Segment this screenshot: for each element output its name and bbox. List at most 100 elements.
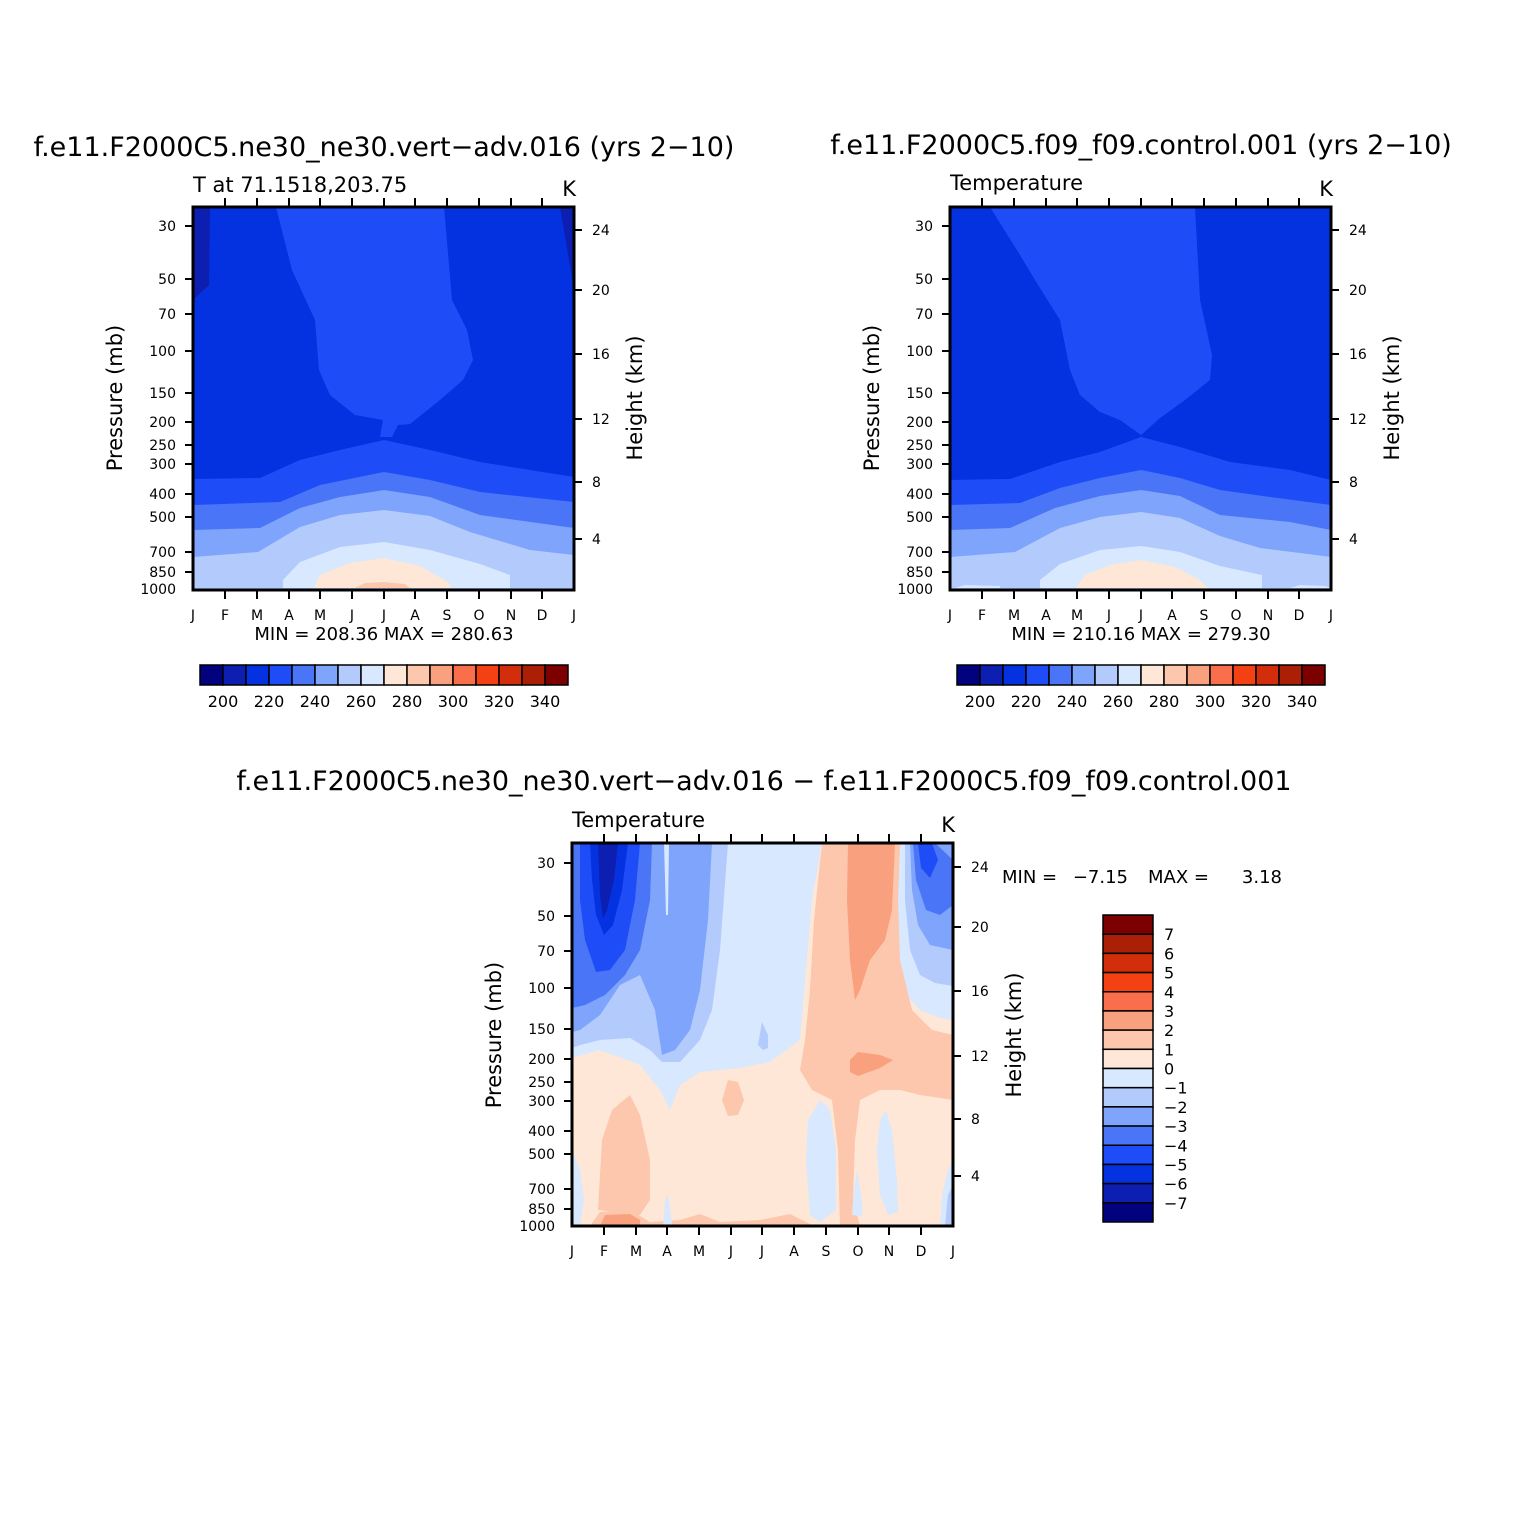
y-tick-label: 250 bbox=[149, 438, 176, 454]
contour-fill-minus-2-dec-low bbox=[945, 1185, 953, 1226]
colorbar-label: 3 bbox=[1164, 1002, 1174, 1021]
panel-2-units: K bbox=[1319, 177, 1334, 201]
x-tick-label: D bbox=[537, 608, 548, 624]
y-tick-label: 250 bbox=[528, 1075, 555, 1091]
x-tick-label: D bbox=[1294, 608, 1305, 624]
x-tick-label: N bbox=[1263, 608, 1273, 624]
colorbar-swatch bbox=[1209, 664, 1234, 686]
max-label: MAX = bbox=[1148, 867, 1209, 888]
colorbar-swatch bbox=[1102, 1144, 1154, 1166]
colorbar-swatch bbox=[979, 664, 1004, 686]
y-axis-label: Pressure (mb) bbox=[482, 962, 506, 1109]
colorbar-swatch bbox=[1102, 971, 1154, 993]
colorbar-swatch bbox=[1102, 991, 1154, 1012]
colorbar-swatch bbox=[1278, 664, 1303, 686]
colorbar-swatch bbox=[1163, 664, 1188, 686]
colorbar-swatch bbox=[314, 664, 339, 686]
panel-3-y-axis: 30 50 70 100 150 200 250 300 400 500 700… bbox=[482, 856, 572, 1235]
panel-1-colorbar: 200 220 240 260 280 300 320 340 bbox=[199, 664, 569, 711]
x-tick-label: D bbox=[916, 1244, 927, 1260]
y2-tick-marks bbox=[953, 866, 961, 1177]
y2-tick-marks bbox=[574, 229, 582, 540]
contour-fill-minus-1-jan-low bbox=[572, 1150, 584, 1226]
contour-fill-minus-30-dec bbox=[560, 207, 574, 290]
y-tick-label: 300 bbox=[906, 457, 933, 473]
colorbar-label: −5 bbox=[1164, 1155, 1188, 1174]
colorbar-swatch bbox=[1140, 664, 1165, 686]
y-tick-label: 150 bbox=[149, 386, 176, 402]
colorbar-swatch bbox=[1102, 1182, 1154, 1204]
colorbar-swatch bbox=[1048, 664, 1073, 686]
colorbar-label: 1 bbox=[1164, 1040, 1174, 1059]
x-tick-label: J bbox=[1106, 608, 1111, 624]
panel-2-x-axis: J F M A M J J A S O N D J bbox=[947, 198, 1333, 624]
y2-tick-label: 12 bbox=[971, 1049, 989, 1065]
y-tick-label: 50 bbox=[537, 909, 555, 925]
max-value: 3.18 bbox=[1242, 867, 1282, 888]
panel-1-left-string: T at 71.1518,203.75 bbox=[192, 173, 407, 197]
panel-3-plot-area bbox=[570, 841, 955, 1228]
colorbar-swatch bbox=[1102, 1202, 1154, 1223]
y-tick-label: 400 bbox=[906, 487, 933, 503]
contour-fill-minus-20-stratosphere bbox=[276, 207, 473, 437]
colorbar-label: 200 bbox=[965, 692, 996, 711]
y-tick-label: 300 bbox=[528, 1094, 555, 1110]
contour-fill-1-to-2-surface bbox=[590, 1210, 810, 1226]
x-tick-label: M bbox=[251, 608, 263, 624]
y2-tick-labels: 24 20 16 12 8 4 bbox=[1349, 223, 1367, 548]
x-tick-label: A bbox=[1167, 608, 1177, 624]
contour-fill-5 bbox=[1076, 560, 1208, 588]
contour-fill-5 bbox=[314, 558, 452, 588]
colorbar-swatch bbox=[337, 664, 362, 686]
y2-tick-label: 20 bbox=[1349, 283, 1367, 299]
contour-fill-minus-1-oct-lower bbox=[852, 1170, 862, 1216]
colorbar-swatch bbox=[222, 664, 247, 686]
contour-fill-0-jan bbox=[955, 585, 1000, 588]
x-tick-label: M bbox=[693, 1244, 705, 1260]
colorbar-label: 240 bbox=[1057, 692, 1088, 711]
x-tick-label: S bbox=[822, 1244, 831, 1260]
y-tick-label: 200 bbox=[528, 1052, 555, 1068]
x-tick-label: J bbox=[947, 608, 952, 624]
panel-3-title: f.e11.F2000C5.ne30_ne30.vert−adv.016 − f… bbox=[236, 766, 1291, 797]
y-tick-marks bbox=[185, 225, 193, 573]
panel-3-min-max: MIN = −7.15 MAX = 3.18 bbox=[1002, 867, 1282, 888]
x-tick-label: J bbox=[381, 608, 386, 624]
x-tick-label: S bbox=[443, 608, 452, 624]
x-tick-marks bbox=[981, 198, 1300, 599]
y-tick-labels: 30 50 70 100 150 200 250 300 400 500 700… bbox=[140, 219, 176, 598]
colorbar-label: −3 bbox=[1164, 1117, 1188, 1136]
y-tick-label: 50 bbox=[158, 272, 176, 288]
x-tick-label: J bbox=[759, 1244, 764, 1260]
colorbar-swatch bbox=[360, 664, 385, 686]
panel-2-colorbar: 200 220 240 260 280 300 320 340 bbox=[956, 664, 1326, 711]
y-axis-label: Pressure (mb) bbox=[860, 325, 884, 472]
y-tick-marks bbox=[564, 862, 572, 1210]
min-label: MIN = bbox=[1002, 867, 1057, 888]
y-tick-label: 500 bbox=[528, 1147, 555, 1163]
colorbar-label: 280 bbox=[1149, 692, 1180, 711]
x-tick-label: J bbox=[349, 608, 354, 624]
panel-1-y2-axis: 24 20 16 12 8 4 Height (km) bbox=[574, 223, 647, 548]
panel-3: f.e11.F2000C5.ne30_ne30.vert−adv.016 − f… bbox=[236, 766, 1291, 1260]
x-tick-marks bbox=[603, 834, 922, 1235]
x-tick-label: S bbox=[1200, 608, 1209, 624]
x-tick-label: J bbox=[728, 1244, 733, 1260]
colorbar-swatch bbox=[1102, 1010, 1154, 1031]
contour-fill-minus-2-july-blob bbox=[758, 1022, 768, 1050]
colorbar-label: 320 bbox=[1241, 692, 1272, 711]
colorbar-swatch bbox=[1094, 664, 1119, 686]
colorbar-swatch bbox=[452, 664, 477, 686]
x-tick-label: F bbox=[600, 1244, 608, 1260]
panel-2-title: f.e11.F2000C5.f09_f09.control.001 (yrs 2… bbox=[830, 130, 1452, 161]
colorbar-swatch bbox=[544, 664, 569, 686]
x-tick-label: O bbox=[852, 1244, 863, 1260]
y2-tick-label: 12 bbox=[592, 412, 610, 428]
y-tick-label: 500 bbox=[906, 510, 933, 526]
x-tick-label: A bbox=[662, 1244, 672, 1260]
panel-3-y2-axis: 24 20 16 12 8 4 Height (km) bbox=[953, 860, 1026, 1185]
colorbar-label: 2 bbox=[1164, 1021, 1174, 1040]
x-tick-label: M bbox=[1008, 608, 1020, 624]
x-tick-label: J bbox=[571, 608, 576, 624]
